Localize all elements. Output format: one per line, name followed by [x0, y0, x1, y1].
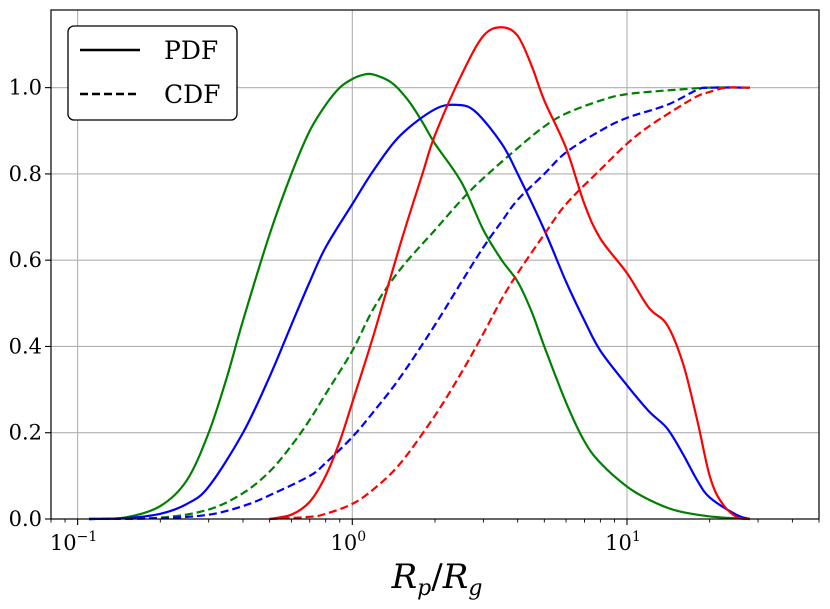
x-tick-label: 10−1 — [50, 529, 97, 555]
axis-ticks: 10−1 100 101 0.0 0.2 0.4 0.6 0.8 1.0 — [9, 76, 820, 555]
x-tick-label: 101 — [605, 529, 641, 555]
series-blue-pdf — [88, 103, 751, 521]
y-tick-label: 0.0 — [9, 507, 42, 531]
y-tick-label: 0.2 — [9, 421, 42, 445]
y-tick-label: 0.8 — [9, 162, 42, 186]
y-tick-label: 0.4 — [9, 334, 42, 358]
series-lines — [88, 26, 751, 521]
legend-cdf-label: CDF — [164, 80, 221, 109]
legend-pdf-label: PDF — [164, 36, 218, 65]
legend: PDF CDF — [67, 25, 238, 121]
series-blue-cdf — [88, 86, 750, 521]
x-tick-label: 100 — [330, 529, 366, 555]
y-tick-label: 0.6 — [9, 248, 42, 272]
series-red-cdf — [269, 86, 750, 521]
series-red-pdf — [269, 26, 751, 521]
y-tick-label: 1.0 — [9, 76, 42, 100]
series-green-cdf — [88, 86, 750, 521]
series-green-pdf — [88, 72, 750, 521]
x-axis-label: Rp/Rg — [391, 557, 483, 601]
